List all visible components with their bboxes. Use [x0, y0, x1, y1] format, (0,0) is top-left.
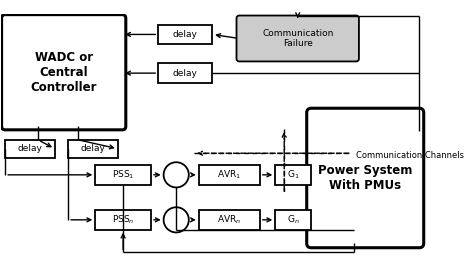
Text: AVR$_n$: AVR$_n$	[217, 214, 241, 226]
Text: delay: delay	[81, 144, 105, 153]
Bar	[199, 165, 260, 185]
Bar	[95, 210, 151, 230]
Bar	[158, 25, 212, 44]
Bar	[95, 165, 151, 185]
Bar	[275, 210, 311, 230]
FancyBboxPatch shape	[307, 108, 424, 248]
Circle shape	[164, 162, 189, 187]
Circle shape	[164, 207, 189, 232]
FancyBboxPatch shape	[1, 15, 126, 130]
Bar	[158, 63, 212, 83]
FancyBboxPatch shape	[237, 16, 359, 61]
Text: WADC or
Central
Controller: WADC or Central Controller	[30, 51, 97, 94]
Text: AVR$_1$: AVR$_1$	[217, 169, 241, 181]
Text: delay: delay	[173, 30, 198, 39]
Text: delay: delay	[18, 144, 42, 153]
Text: Communication
Failure: Communication Failure	[262, 29, 333, 48]
Bar	[275, 165, 311, 185]
Text: PSS$_1$: PSS$_1$	[112, 169, 134, 181]
Bar	[5, 140, 55, 158]
Text: delay: delay	[173, 68, 198, 78]
Text: PSS$_n$: PSS$_n$	[112, 214, 134, 226]
Text: G$_n$: G$_n$	[287, 214, 300, 226]
Bar	[199, 210, 260, 230]
Text: Power System
With PMUs: Power System With PMUs	[318, 164, 412, 192]
Text: Communication Channels: Communication Channels	[356, 152, 464, 161]
Bar	[68, 140, 118, 158]
Text: G$_1$: G$_1$	[287, 169, 300, 181]
